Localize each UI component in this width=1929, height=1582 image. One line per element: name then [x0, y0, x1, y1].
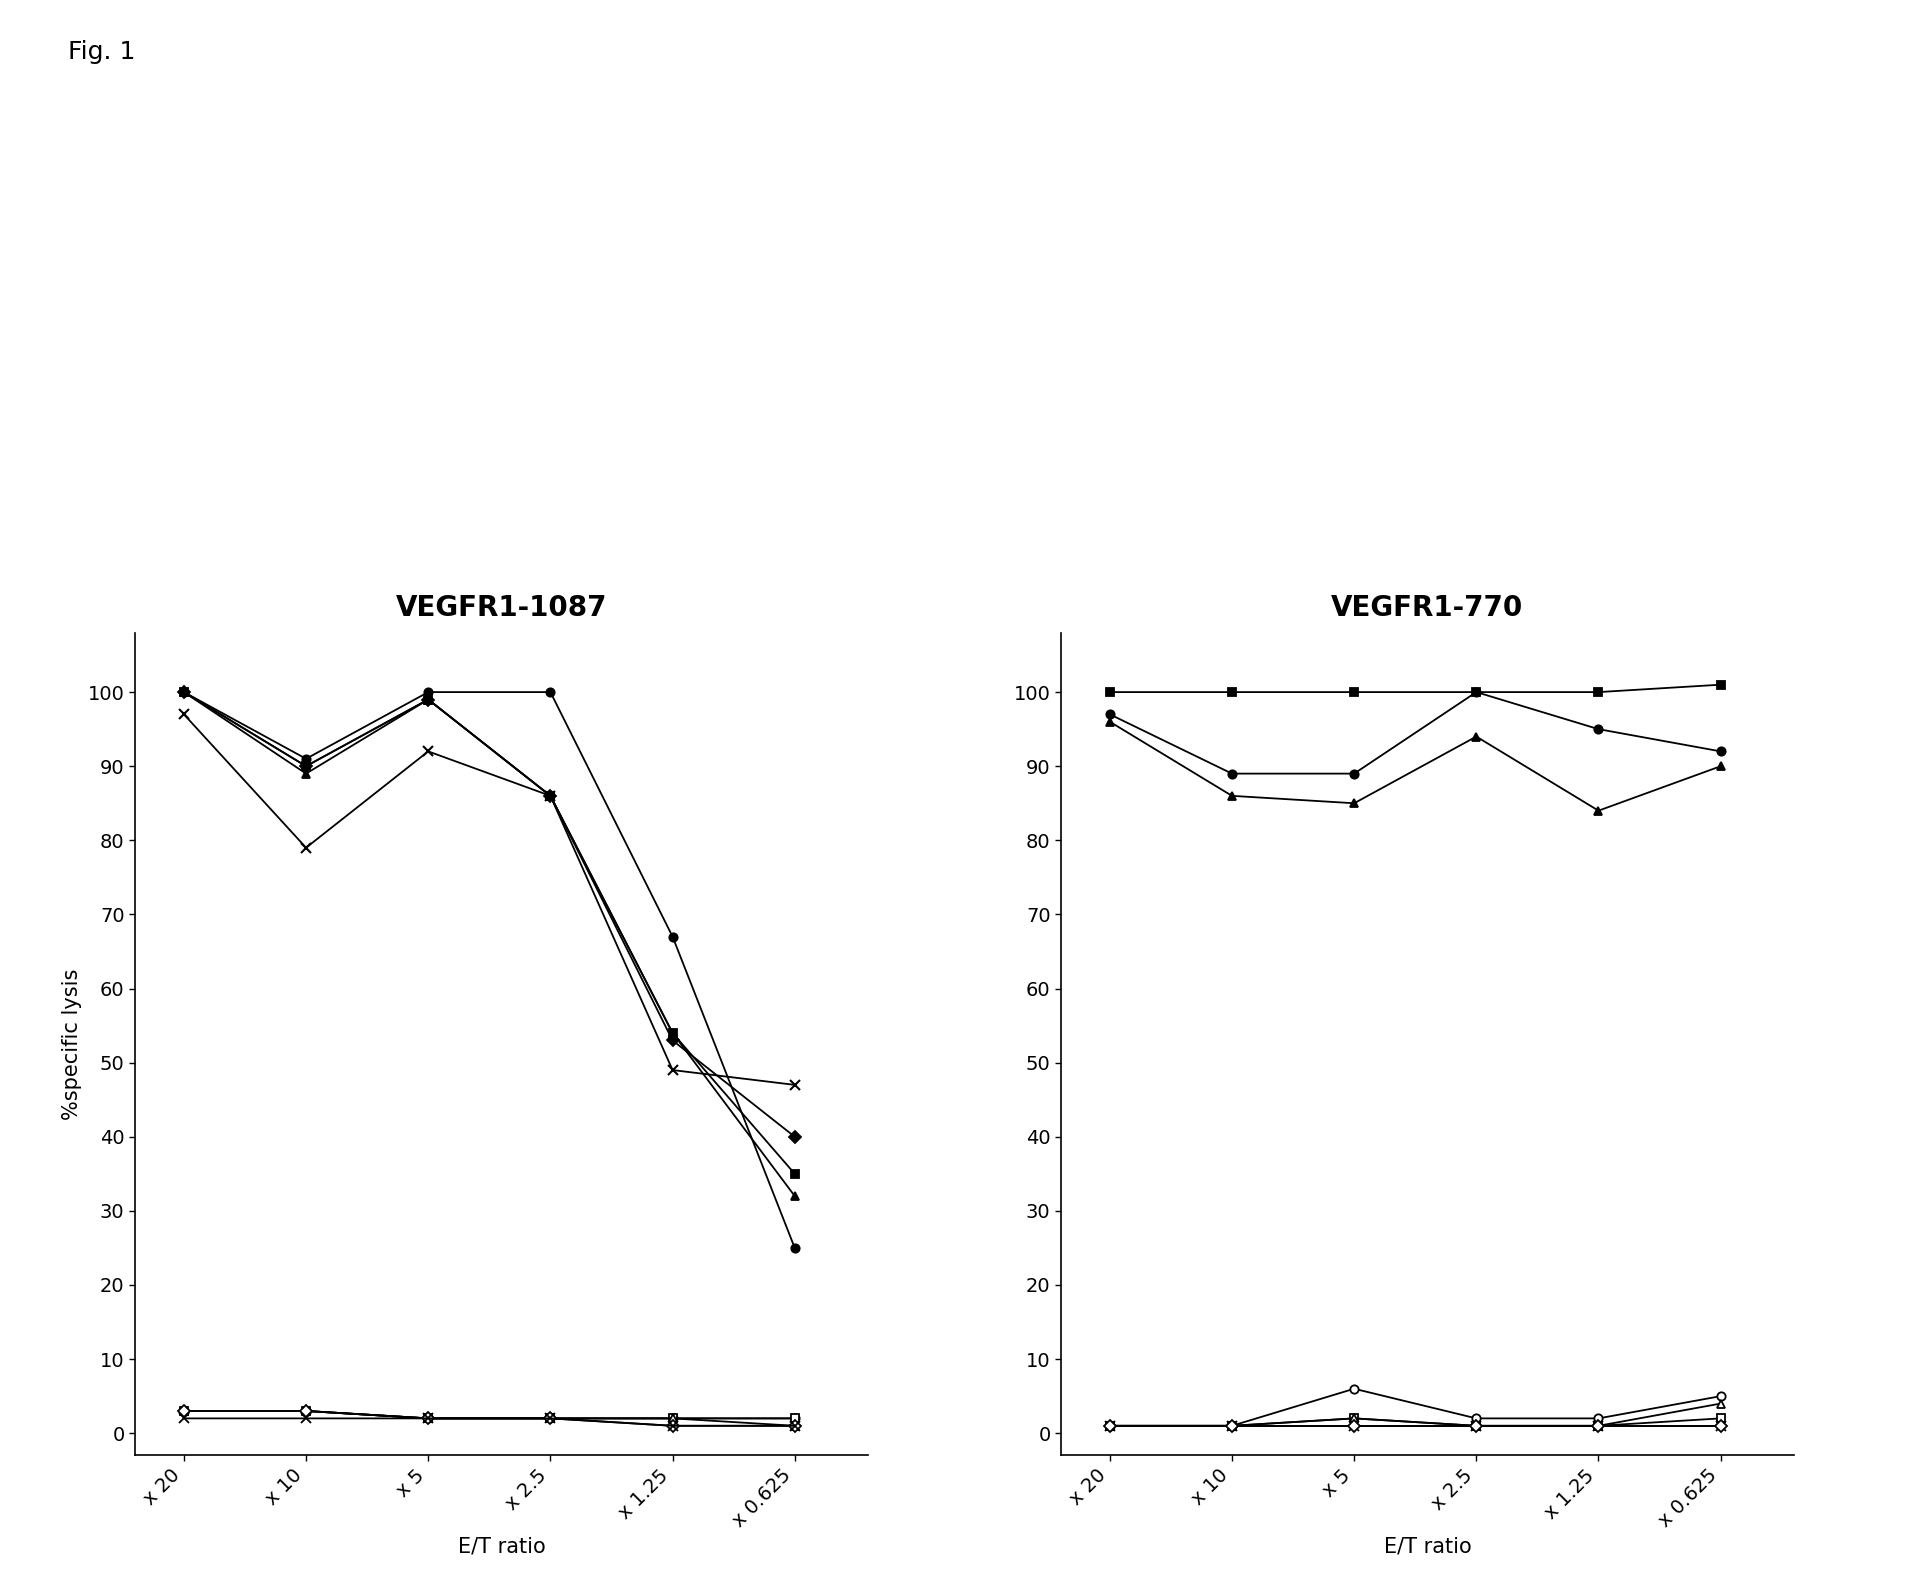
X-axis label: E/T ratio: E/T ratio: [1383, 1536, 1472, 1557]
X-axis label: E/T ratio: E/T ratio: [457, 1536, 546, 1557]
Title: VEGFR1-1087: VEGFR1-1087: [395, 595, 608, 622]
Text: Fig. 1: Fig. 1: [68, 40, 135, 63]
Y-axis label: %specific lysis: %specific lysis: [62, 968, 83, 1120]
Title: VEGFR1-770: VEGFR1-770: [1331, 595, 1524, 622]
